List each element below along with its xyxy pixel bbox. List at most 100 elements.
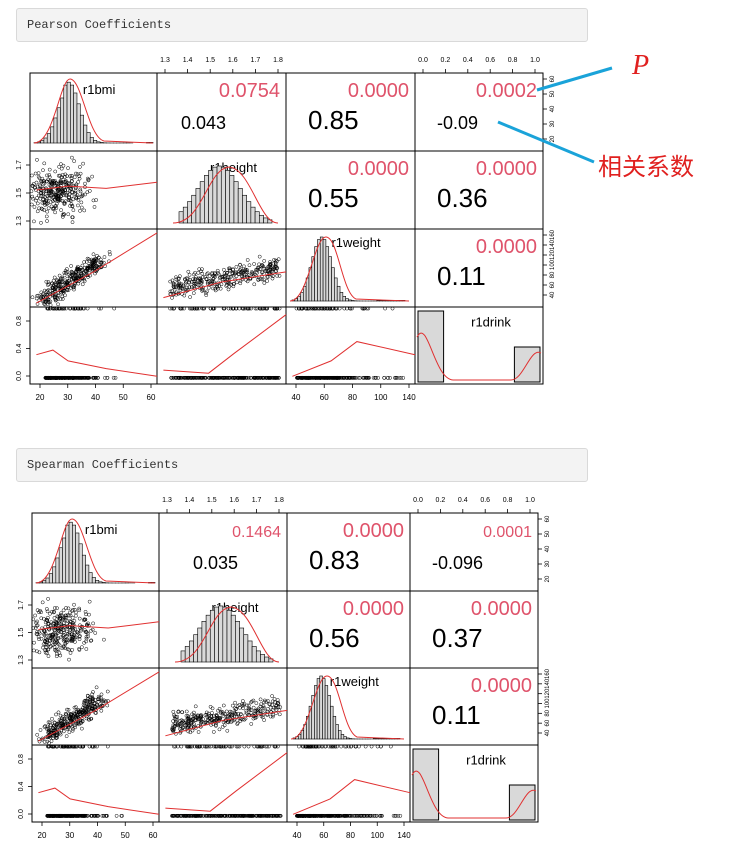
drink-vs-weight-scatter-point: [333, 375, 337, 380]
axis-tick-label: 1.6: [228, 57, 238, 64]
drink-hist-bar-0: [417, 310, 445, 383]
weight-vs-height-scatter-point: [204, 293, 209, 297]
drink-vs-bmi-scatter-point: [45, 306, 50, 311]
weight-vs-bmi-scatter-point: [46, 288, 51, 292]
height-vs-bmi-scatter-point: [77, 616, 82, 621]
drink-vs-bmi-scatter-point: [79, 375, 84, 380]
drink-vs-height-scatter-point: [247, 306, 252, 311]
height-vs-bmi-scatter-point: [73, 627, 78, 631]
height-vs-bmi-scatter-point: [44, 607, 49, 611]
height-vs-bmi-scatter-point: [74, 613, 78, 618]
drink-vs-height-scatter-point: [184, 375, 189, 380]
axis-tick-label: 0.6: [485, 57, 495, 64]
weight-vs-height-scatter-point: [174, 277, 179, 282]
height-vs-bmi-scatter-point: [40, 207, 45, 212]
height-vs-bmi-scatter-point: [64, 180, 69, 185]
drink-vs-height-scatter-point: [265, 744, 269, 749]
height-vs-bmi-scatter-point: [68, 628, 72, 632]
weight-vs-bmi-scatter-point: [99, 695, 103, 700]
drink-vs-height-scatter-point: [210, 375, 215, 380]
weight-vs-height-scatter-point: [196, 713, 201, 718]
weight-vs-bmi-scatter-point: [58, 732, 63, 737]
height-vs-bmi-scatter-point: [86, 634, 90, 639]
drink-vs-height-scatter-point: [200, 306, 205, 311]
weight-vs-bmi-scatter-point: [55, 278, 59, 282]
height-vs-bmi-scatter-point: [91, 621, 95, 626]
height-hist-bar-6: [205, 614, 211, 663]
drink-vs-weight-scatter-point: [299, 375, 304, 380]
weight-vs-height-scatter-point: [219, 710, 224, 714]
drink-vs-weight-scatter-point: [316, 744, 321, 749]
drink-vs-height-scatter-point: [189, 306, 194, 311]
drink-vs-bmi-scatter-point: [68, 744, 73, 749]
weight-vs-bmi-scatter-point: [83, 698, 87, 703]
weight-vs-height-scatter-point: [225, 728, 230, 733]
weight-hist-bar-5: [305, 277, 310, 302]
bmi-hist-bar-15: [83, 124, 88, 144]
bmi-hist-bar-17: [91, 577, 96, 584]
weight-vs-bmi-scatter-point: [38, 728, 43, 732]
weight-vs-bmi-scatter-point: [59, 290, 64, 295]
axis-tick-label: 100: [374, 393, 388, 402]
panel-frame-r2c1: [156, 228, 287, 308]
axis-tick-label: 0.8: [18, 754, 25, 764]
height-vs-bmi-scatter-point: [46, 647, 51, 652]
drink-vs-height-scatter-point: [207, 375, 211, 380]
height-vs-bmi-scatter-point: [35, 209, 40, 214]
height-vs-bmi-scatter-point: [32, 219, 36, 224]
drink-vs-weight-scatter-point: [318, 375, 323, 380]
drink-vs-height-scatter-point: [217, 744, 222, 749]
axis-tick-label: 40: [550, 105, 556, 112]
drink-vs-height-scatter-point: [192, 306, 197, 311]
weight-vs-height-scatter-point: [249, 700, 253, 705]
height-vs-bmi-scatter-point: [62, 201, 67, 206]
height-vs-bmi-scatter-point: [35, 184, 40, 189]
height-vs-bmi-scatter-point: [59, 190, 64, 195]
bmi-hist-bar-8: [60, 97, 65, 144]
weight-vs-height-scatter-point: [222, 267, 226, 272]
weight-hist-bar-20: [346, 737, 350, 740]
weight-vs-height-scatter-point: [172, 287, 177, 292]
height-hist-bar-15: [243, 634, 249, 663]
height-vs-bmi-scatter-point: [49, 181, 54, 186]
axis-tick-label: 0.0: [418, 57, 428, 64]
drink-vs-height-scatter-point: [265, 375, 269, 380]
axis-tick-label: 120: [545, 688, 551, 699]
weight-vs-height-scatter-point: [234, 711, 238, 716]
weight-vs-height-scatter-point: [196, 724, 201, 728]
axis-tick-label: 100: [545, 698, 551, 709]
weight-vs-height-scatter-point: [265, 698, 270, 703]
drink-vs-weight-scatter-point: [388, 744, 393, 749]
weight-vs-height-scatter-point: [235, 704, 240, 708]
height-vs-bmi-scatter-point: [61, 180, 66, 184]
axis-tick-label: 120: [550, 249, 556, 260]
panel-frame-r3c0: [29, 306, 158, 385]
weight-vs-height-scatter-point: [238, 712, 243, 717]
drink-vs-height-scatter-point: [214, 375, 219, 380]
drink-vs-weight-scatter-point: [304, 813, 309, 818]
axis-tick-label: 1.3: [18, 655, 25, 665]
axis-tick-label: 0.6: [480, 497, 490, 504]
height-vs-bmi-scatter-point: [61, 621, 66, 626]
drink-vs-height-scatter-point: [231, 813, 236, 818]
drink-vs-height-scatter-point: [188, 813, 193, 818]
axis-tick-label: 100: [371, 831, 385, 840]
height-vs-bmi-scatter-point: [56, 182, 60, 186]
drink-vs-weight-scatter-point: [354, 375, 358, 380]
drink-vs-height-scatter-point: [188, 375, 193, 380]
drink-vs-weight-scatter-point: [394, 375, 399, 380]
axis-tick-label: 20: [38, 831, 47, 840]
height-vs-bmi-scatter-point: [53, 641, 57, 646]
height-vs-bmi-scatter-point: [61, 608, 66, 613]
drink-vs-bmi-scatter-point: [92, 744, 97, 749]
weight-vs-bmi-scatter-point: [84, 269, 89, 273]
drink-vs-weight-scatter-point: [309, 813, 313, 818]
weight-vs-bmi-scatter-point: [76, 281, 81, 286]
drink-vs-bmi-scatter-point: [64, 375, 69, 380]
weight-vs-height-scatter-point: [276, 702, 281, 706]
weight-vs-bmi-scatter-point: [48, 720, 52, 725]
weight-hist-bar-30: [376, 300, 380, 302]
axis-tick-label: 50: [550, 90, 556, 97]
drink-vs-weight-scatter-point: [342, 375, 347, 380]
panel-frame-r3c2: [285, 306, 416, 385]
